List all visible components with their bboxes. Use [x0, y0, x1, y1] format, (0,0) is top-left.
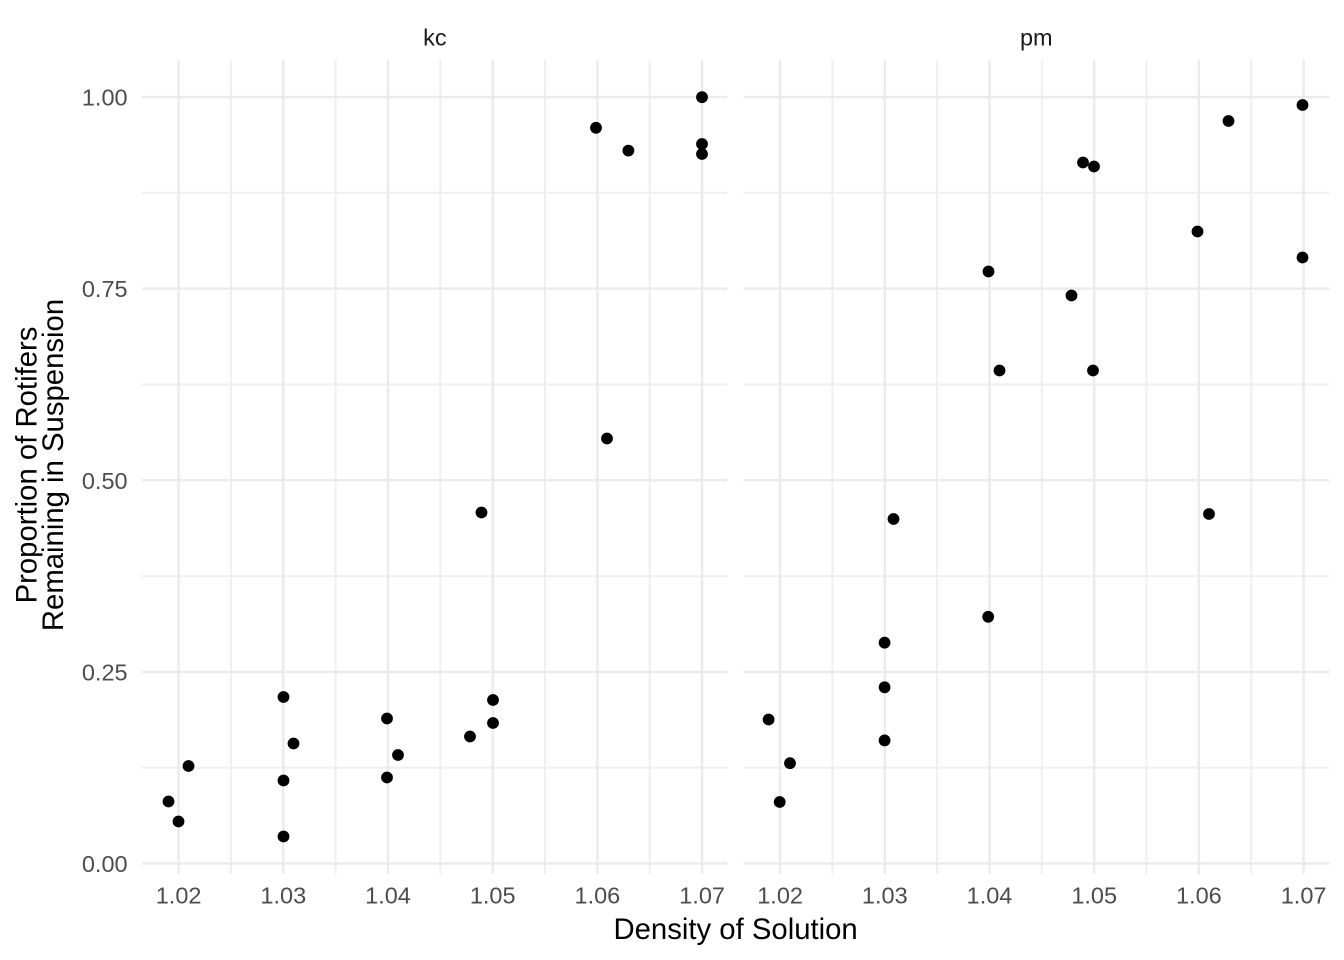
svg-text:1.07: 1.07	[1281, 883, 1327, 909]
svg-text:0.75: 0.75	[82, 276, 128, 302]
svg-text:0.50: 0.50	[82, 468, 128, 494]
svg-text:1.06: 1.06	[575, 883, 621, 909]
svg-text:1.03: 1.03	[260, 883, 306, 909]
svg-text:1.07: 1.07	[679, 883, 725, 909]
svg-text:1.05: 1.05	[470, 883, 516, 909]
svg-text:1.04: 1.04	[967, 883, 1013, 909]
svg-text:1.03: 1.03	[862, 883, 908, 909]
svg-text:pm: pm	[1020, 25, 1053, 51]
svg-text:1.04: 1.04	[365, 883, 411, 909]
svg-text:1.05: 1.05	[1071, 883, 1117, 909]
svg-text:Proportion of Rotifers: Proportion of Rotifers	[11, 327, 44, 604]
svg-text:1.02: 1.02	[757, 883, 803, 909]
svg-text:1.02: 1.02	[156, 883, 202, 909]
svg-text:1.06: 1.06	[1176, 883, 1222, 909]
svg-text:Remaining in Suspension: Remaining in Suspension	[37, 299, 70, 631]
svg-text:Density of Solution: Density of Solution	[613, 913, 857, 946]
svg-text:0.25: 0.25	[82, 659, 128, 685]
svg-text:kc: kc	[423, 25, 447, 51]
svg-text:0.00: 0.00	[82, 851, 128, 877]
svg-text:1.00: 1.00	[82, 85, 128, 111]
